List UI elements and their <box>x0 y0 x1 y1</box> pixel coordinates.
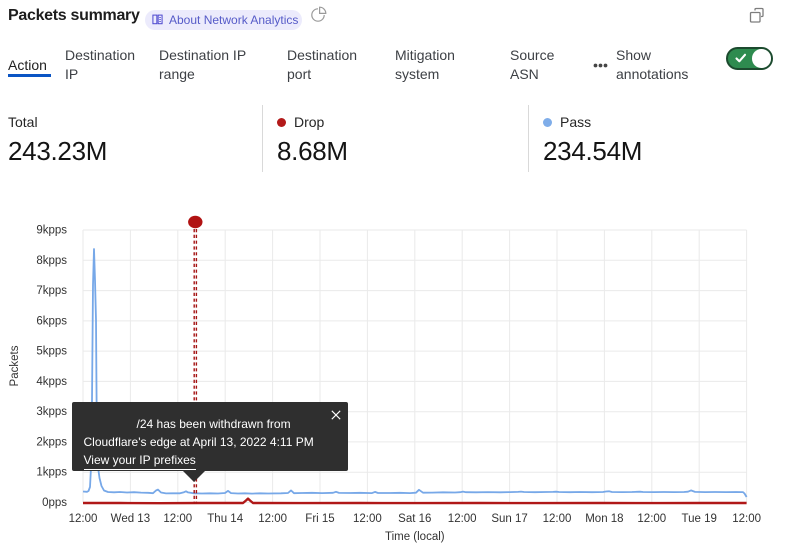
svg-text:4kpps: 4kpps <box>36 376 67 388</box>
svg-text:3kpps: 3kpps <box>36 406 67 418</box>
svg-text:8kpps: 8kpps <box>36 255 67 267</box>
svg-text:1kpps: 1kpps <box>36 467 67 479</box>
svg-text:Sun 17: Sun 17 <box>491 513 527 525</box>
svg-text:6kpps: 6kpps <box>36 315 67 327</box>
svg-text:7kpps: 7kpps <box>36 285 67 297</box>
svg-text:Sat 16: Sat 16 <box>398 513 431 525</box>
svg-text:2kpps: 2kpps <box>36 436 67 448</box>
svg-text:Time (local): Time (local) <box>385 531 445 543</box>
svg-text:12:00: 12:00 <box>637 513 666 525</box>
svg-text:12:00: 12:00 <box>258 513 287 525</box>
svg-text:5kpps: 5kpps <box>36 346 67 358</box>
svg-text:Packets: Packets <box>9 345 21 386</box>
svg-text:12:00: 12:00 <box>448 513 477 525</box>
svg-text:Thu 14: Thu 14 <box>207 513 243 525</box>
svg-text:Wed 13: Wed 13 <box>111 513 150 525</box>
svg-text:12:00: 12:00 <box>732 513 761 525</box>
svg-text:12:00: 12:00 <box>163 513 192 525</box>
svg-text:0pps: 0pps <box>42 497 67 509</box>
svg-text:Tue 19: Tue 19 <box>682 513 717 525</box>
svg-text:12:00: 12:00 <box>353 513 382 525</box>
svg-text:9kpps: 9kpps <box>36 225 67 237</box>
svg-text:Mon 18: Mon 18 <box>585 513 623 525</box>
svg-text:12:00: 12:00 <box>69 513 98 525</box>
svg-text:12:00: 12:00 <box>543 513 572 525</box>
svg-text:Fri 15: Fri 15 <box>305 513 334 525</box>
